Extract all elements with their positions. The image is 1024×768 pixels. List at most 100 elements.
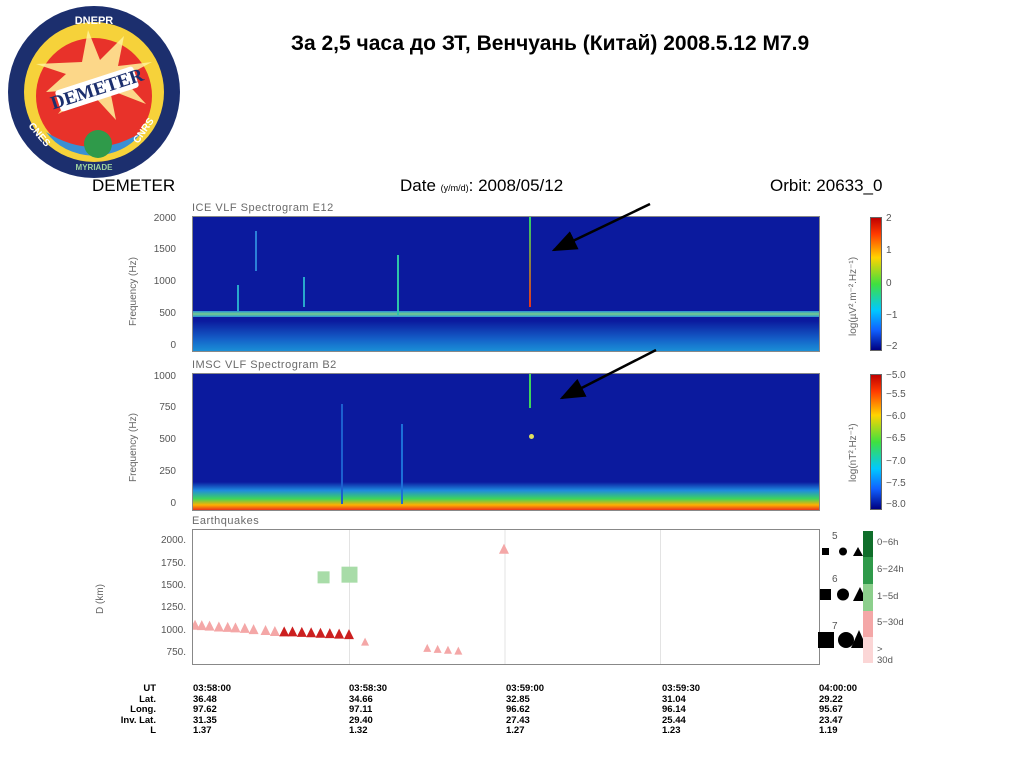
- legend-mag-5: 5: [832, 531, 838, 542]
- y-tick: 1500.: [160, 580, 186, 592]
- orbit-table-cell: 03:59:30: [662, 683, 701, 694]
- legend-time-0: 0−6h: [877, 537, 899, 548]
- orbit-table-cell: 1.32: [349, 725, 368, 736]
- y-tick: 1250.: [160, 602, 186, 614]
- legend-mag-5-symbols: [822, 547, 863, 556]
- orbit-table-cell: 97.62: [193, 704, 217, 715]
- orbit-table-cell: 31.35: [193, 714, 217, 726]
- time-legend-bar: [863, 531, 873, 663]
- orbit-table-column: 03:59:00 32.85 96.62 27.43 1.27: [506, 683, 544, 737]
- orbit-table-cell: 04:00:00: [819, 683, 858, 694]
- earthquake-point: [334, 628, 345, 639]
- legend-mag-7: 7: [832, 621, 838, 632]
- legend-mag-6-symbols: [820, 587, 867, 601]
- earthquake-legend: 5 6 7 0−6h 6−24h 1−5d 5−30d > 30d: [816, 529, 904, 666]
- date-label: Date: [400, 176, 436, 195]
- earthquake-point: [498, 543, 509, 554]
- panel1-colorbar: [870, 217, 882, 351]
- imsc-spectrogram: [192, 373, 820, 511]
- earthquake-point: [279, 626, 290, 637]
- date-header: Date (y/m/d): 2008/05/12: [400, 176, 563, 196]
- panel1-title: ICE VLF Spectrogram E12: [192, 202, 334, 214]
- orbit-table-cell: 96.14: [662, 704, 686, 715]
- y-tick: 1750.: [160, 557, 186, 569]
- earthquake-point: [343, 629, 354, 640]
- orbit-table-cell: 34.66: [349, 693, 373, 705]
- orbit-table-column: 03:58:00 36.48 97.62 31.35 1.37: [193, 683, 232, 737]
- annotation-arrows: [551, 202, 657, 400]
- orbit-table-column: 04:00:00 29.22 95.67 23.47 1.19: [819, 683, 858, 737]
- logo-bottom-text: MYRIADE: [76, 163, 114, 172]
- legend-mag-7-symbols: [818, 630, 867, 648]
- arrow-ice: [551, 202, 651, 252]
- earthquake-point: [230, 622, 241, 633]
- y-tick: 1500: [153, 244, 176, 255]
- orbit-table-labels: UT Lat. Long. Inv. Lat. L: [120, 683, 156, 736]
- legend-time-1: 6−24h: [877, 564, 904, 575]
- earthquake-point: [454, 646, 463, 655]
- orbit-table-cell: 03:58:30: [349, 683, 388, 694]
- earthquake-scatter: [192, 529, 820, 665]
- orbit-table-cell: 95.67: [819, 704, 843, 715]
- earthquake-point: [324, 628, 335, 639]
- legend-mag-6: 6: [832, 574, 838, 585]
- orbit-table-cell: 23.47: [819, 714, 843, 726]
- demeter-logo: DEMETER DNEPR CNES CNRS MYRIADE: [6, 4, 182, 180]
- y-tick: 500: [159, 308, 176, 319]
- orbit-table-column: 03:58:30 34.66 97.11 29.40 1.32: [349, 683, 388, 737]
- orbit-table-cell: 1.27: [506, 725, 525, 736]
- earthquake-point: [196, 620, 207, 631]
- y-tick: 750.: [166, 647, 186, 659]
- orbit-table-cell: 1.23: [662, 725, 681, 736]
- date-unit: (y/m/d): [440, 183, 469, 193]
- orbit-table-cell: 31.04: [662, 693, 686, 705]
- earthquake-point: [306, 627, 317, 638]
- orbit-table-cell: 1.19: [819, 725, 838, 736]
- y-tick: 2000: [153, 213, 176, 224]
- earthquake-point: [213, 621, 224, 632]
- satellite-name: DEMETER: [92, 176, 176, 195]
- legend-time-2: 1−5d: [877, 591, 899, 602]
- earthquake-point: [222, 621, 233, 632]
- earthquake-point: [361, 637, 370, 646]
- logo-top-text: DNEPR: [75, 15, 114, 27]
- earthquake-point: [204, 620, 215, 631]
- y-tick: 1000.: [160, 624, 186, 636]
- earthquake-point: [296, 626, 307, 637]
- panel3-title: Earthquakes: [192, 515, 260, 527]
- orbit-table-cell: 32.85: [506, 693, 530, 705]
- earthquake-point: [443, 645, 452, 654]
- legend-time-3: 5−30d: [877, 617, 904, 628]
- earthquake-point: [248, 624, 259, 635]
- y-tick: 1000: [153, 276, 176, 287]
- panel2-colorbar: [870, 374, 882, 510]
- panel3-ylabel: D (km): [95, 584, 106, 614]
- earthquake-point: [269, 625, 280, 636]
- earthquake-point: [239, 622, 250, 633]
- orbit-table-cell: 97.11: [349, 704, 373, 715]
- earthquake-point: [423, 643, 432, 652]
- earthquake-point: [317, 571, 330, 584]
- orbit-table-column: 03:59:30 31.04 96.14 25.44 1.23: [662, 683, 701, 737]
- orbit-table-cell: 27.43: [506, 714, 530, 726]
- orbit-table-cell: 96.62: [506, 704, 530, 715]
- earthquake-point: [287, 626, 298, 637]
- earthquake-point: [315, 627, 326, 638]
- arrow-imsc: [559, 348, 657, 400]
- panel2-colorbar-label: log(nT².Hz⁻¹): [848, 423, 859, 482]
- legend-time-4: > 30d: [877, 644, 893, 666]
- orbit-table-cell: 29.40: [349, 714, 373, 726]
- orbit-number: Orbit: 20633_0: [770, 176, 883, 195]
- orbit-table-cell: 25.44: [662, 714, 686, 726]
- slide-title: За 2,5 часа до ЗТ, Венчуань (Китай) 2008…: [290, 32, 810, 55]
- earthquake-point: [433, 644, 442, 653]
- date-value: : 2008/05/12: [468, 176, 564, 195]
- orbit-table-cell: 03:58:00: [193, 683, 232, 694]
- orbit-table-cell: 36.48: [193, 693, 217, 705]
- ice-spectrogram: [192, 216, 820, 352]
- earthquake-point: [260, 625, 271, 636]
- orbit-table-cell: 29.22: [819, 693, 843, 705]
- y-tick: 2000.: [160, 535, 186, 547]
- earthquake-point: [341, 566, 358, 583]
- orbit-table-cell: 1.37: [193, 725, 212, 736]
